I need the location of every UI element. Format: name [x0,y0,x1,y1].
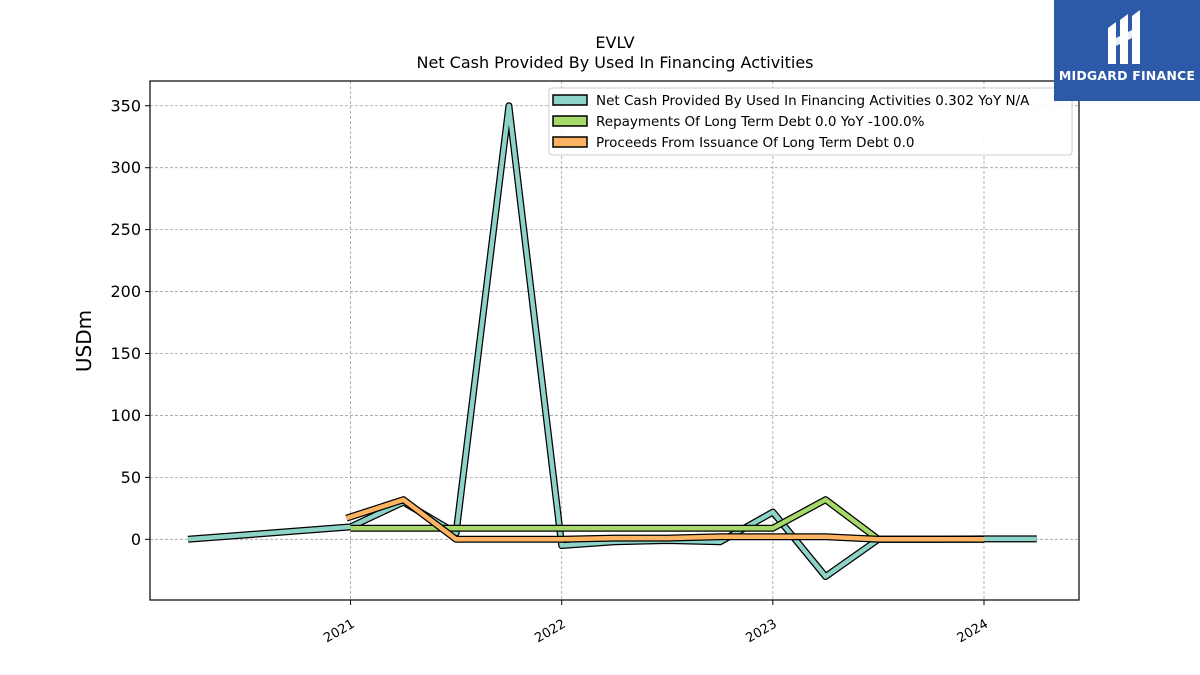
x-tick-label: 2021 [321,617,357,647]
logo-mark-icon [1108,10,1140,64]
x-tick-label: 2024 [955,617,991,647]
series-3-stroke [345,497,984,542]
y-tick-label: 350 [110,96,141,115]
legend-entry: Net Cash Provided By Used In Financing A… [596,93,1030,109]
y-axis: 0 50 100 150 200 250 300 350 [110,96,150,549]
y-tick-label: 0 [131,530,141,549]
plot-frame [149,80,1080,601]
series-layer [187,102,1037,580]
y-axis-label: USDm [72,310,96,372]
legend-swatch [552,94,588,106]
legend-entry: Repayments Of Long Term Debt 0.0 YoY -10… [596,114,925,130]
x-tick-label: 2022 [532,617,568,647]
series-1-stroke [187,103,1037,579]
chart-title: EVLV [595,33,634,52]
series-1-outline [187,102,1037,580]
x-axis: 2021 2022 2023 2024 [321,600,991,646]
legend-swatch [552,136,588,148]
grid [150,81,1079,600]
y-tick-label: 250 [110,220,141,239]
x-tick-label: 2023 [744,617,780,647]
y-tick-label: 50 [121,468,141,487]
y-tick-label: 150 [110,344,141,363]
brand-logo: MIDGARD FINANCE [1054,0,1200,101]
y-tick-label: 300 [110,158,141,177]
y-tick-label: 200 [110,282,141,301]
series-3-outline [345,496,984,543]
series-1-line [187,102,1037,580]
series-3-line [345,496,984,543]
legend: Net Cash Provided By Used In Financing A… [548,87,1073,156]
chart-subtitle: Net Cash Provided By Used In Financing A… [416,53,813,72]
y-tick-label: 100 [110,406,141,425]
legend-box [548,87,1073,156]
logo-text: MIDGARD FINANCE [1058,68,1196,83]
legend-swatch [552,115,588,127]
legend-entry: Proceeds From Issuance Of Long Term Debt… [596,135,915,151]
